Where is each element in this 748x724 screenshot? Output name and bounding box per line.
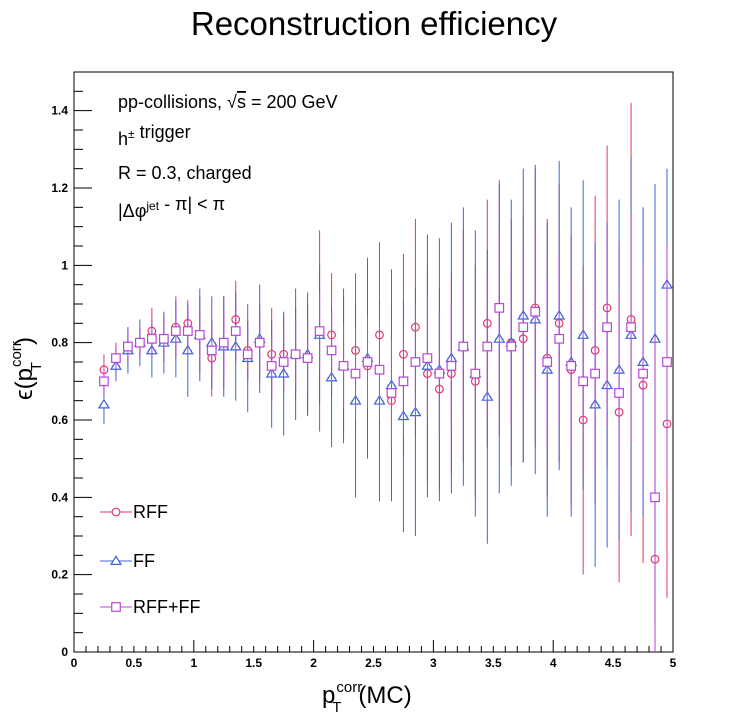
annotation-text: |Δφjet - π| < π: [118, 194, 225, 221]
legend-marker: [111, 507, 121, 517]
data-point: [590, 368, 601, 379]
series-ff: [97, 157, 674, 567]
data-point: [446, 360, 457, 371]
legend: RFF FF RFF+FF: [100, 502, 201, 617]
y-axis-label: ϵ(pcorr T): [8, 337, 45, 400]
annotation-text: pp-collisions, √s = 200 GeV: [118, 92, 338, 112]
data-point: [614, 388, 624, 398]
data-point: [662, 357, 672, 367]
legend-marker: [111, 602, 121, 612]
data-point: [206, 345, 217, 356]
data-point: [146, 333, 157, 344]
data-point: [374, 364, 385, 375]
data-point: [111, 353, 121, 364]
data-point: [135, 337, 145, 348]
legend-label: FF: [133, 551, 155, 571]
x-tick-label: 0: [71, 656, 78, 670]
data-point: [314, 326, 325, 336]
y-tick-label: 1: [61, 258, 68, 272]
data-point: [290, 349, 301, 360]
data-point: [194, 330, 205, 340]
data-point: [602, 322, 612, 333]
x-tick-label: 1: [190, 656, 197, 670]
data-point: [650, 492, 660, 503]
y-tick-label: 0.4: [51, 490, 68, 504]
data-point: [554, 333, 565, 344]
chart-title: Reconstruction efficiency: [191, 5, 558, 42]
data-point: [338, 360, 349, 371]
data-point: [302, 353, 313, 364]
data-point: [123, 341, 133, 352]
y-axis-label-group: ϵ(pcorr T): [8, 337, 45, 400]
data-point: [458, 341, 469, 352]
data-point: [566, 360, 577, 371]
x-axis-label: pcorr T (MC): [322, 679, 412, 716]
legend-item: RFF: [100, 502, 168, 522]
data-point: [398, 376, 409, 387]
x-tick-label: 2.5: [365, 656, 382, 670]
data-point: [434, 368, 445, 379]
x-tick-label: 1.5: [245, 656, 262, 670]
y-tick-label: 0: [61, 645, 68, 659]
data-point: [278, 357, 289, 367]
data-point: [99, 376, 109, 387]
legend-marker: [109, 555, 123, 565]
data-point: [626, 322, 636, 333]
data-point: [350, 368, 361, 379]
y-tick-label: 0.6: [51, 413, 68, 427]
data-point: [410, 357, 421, 367]
legend-label: RFF+FF: [133, 597, 201, 617]
data-point: [326, 345, 337, 356]
data-point: [494, 302, 505, 313]
data-point: [578, 376, 589, 387]
data-point: [542, 357, 553, 367]
data-point: [386, 388, 397, 398]
data-point: [506, 341, 517, 352]
x-tick-label: 3.5: [485, 656, 502, 670]
annotation-text: R = 0.3, charged: [118, 163, 252, 183]
data-point: [638, 368, 648, 379]
data-point: [362, 357, 373, 367]
data-point: [422, 353, 433, 364]
data-point: [530, 306, 541, 317]
x-tick-label: 4.5: [605, 656, 622, 670]
data-point: [97, 398, 110, 409]
legend-label: RFF: [133, 502, 168, 522]
annotation-text: h± trigger: [118, 122, 191, 149]
legend-item: FF: [100, 551, 155, 571]
data-point: [470, 368, 481, 379]
data-point: [482, 341, 493, 352]
data-point: [158, 333, 169, 344]
data-point: [170, 326, 181, 336]
x-tick-label: 4: [550, 656, 557, 670]
x-tick-label: 3: [430, 656, 437, 670]
data-point: [230, 326, 241, 336]
y-tick-label: 1.2: [51, 181, 68, 195]
y-tick-label: 0.2: [51, 568, 68, 582]
data-point: [218, 337, 229, 348]
x-tick-label: 0.5: [126, 656, 143, 670]
data-point: [254, 337, 265, 348]
x-tick-label: 5: [670, 656, 677, 670]
y-tick-label: 1.4: [51, 104, 68, 118]
y-tick-label: 0.8: [51, 336, 68, 350]
sqrt-s: s: [237, 92, 246, 112]
x-tick-label: 2: [310, 656, 317, 670]
data-point: [242, 349, 253, 360]
series-rff-ff: [99, 211, 672, 652]
legend-item: RFF+FF: [100, 597, 201, 617]
data-point: [182, 326, 193, 336]
data-point: [266, 360, 277, 371]
data-point: [518, 322, 529, 333]
